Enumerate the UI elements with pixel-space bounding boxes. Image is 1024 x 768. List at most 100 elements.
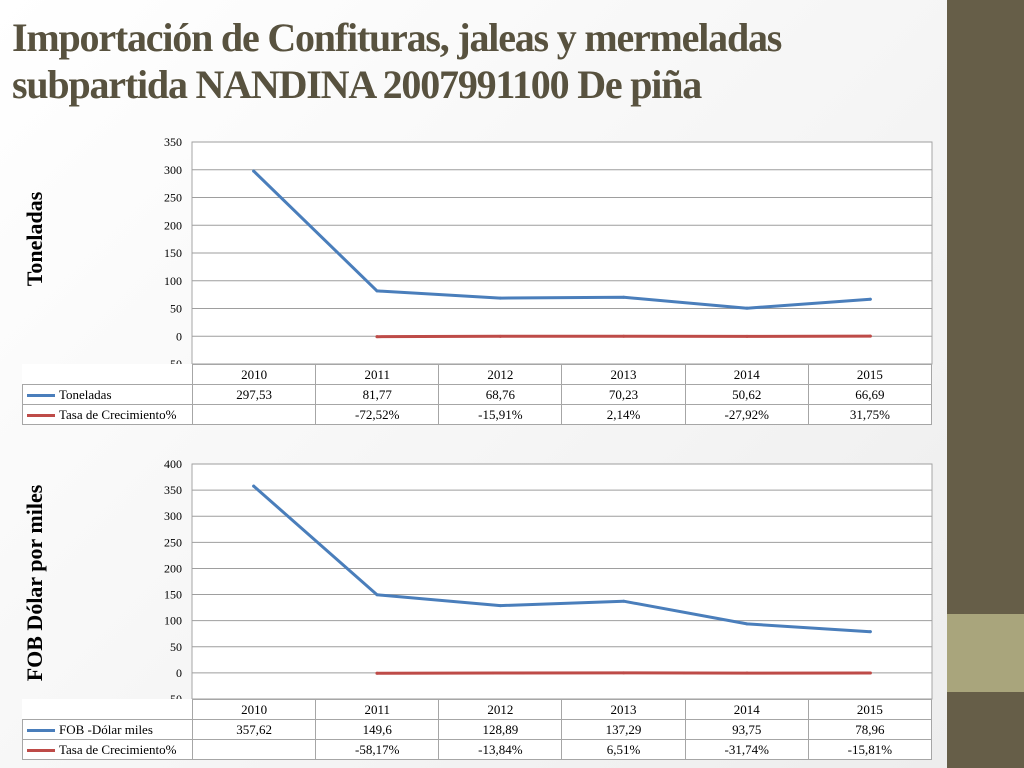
category-label: 2013: [561, 699, 686, 720]
series1-legend-key: [27, 394, 55, 398]
series1-legend-key: [27, 729, 55, 733]
category-label: 2012: [438, 364, 563, 385]
data-label: [191, 404, 317, 425]
data-label: 50,62: [684, 384, 809, 405]
chart1-category-row: 2010 2011 2012 2013 2014 2015: [22, 364, 933, 385]
chart1-series-1-point: [868, 297, 872, 301]
decorative-sidebar-accent: [947, 614, 1024, 692]
chart1-series-2-point: [622, 334, 626, 338]
data-label: -31,74%: [684, 739, 809, 760]
chart2-series-1-point: [252, 484, 256, 488]
chart2-y-tick-label: 100: [164, 614, 182, 628]
series-legend-cell: Toneladas: [22, 384, 193, 405]
category-label: 2013: [561, 364, 686, 385]
chart2-y-tick-label: 400: [164, 457, 182, 471]
chart2-series-1-point: [745, 622, 749, 626]
data-label: 68,76: [438, 384, 563, 405]
slide-title: Importación de Confituras, jaleas y merm…: [12, 14, 942, 108]
chart1-series-1-point: [375, 289, 379, 293]
category-label: 2011: [315, 364, 440, 385]
series2-legend-key: [27, 414, 55, 418]
chart1-y-tick-label: 300: [164, 163, 182, 177]
data-label: 128,89: [438, 719, 563, 740]
chart1-y-tick-label: 150: [164, 246, 182, 260]
chart2-y-tick-label: 150: [164, 588, 182, 602]
data-label: -15,91%: [438, 404, 563, 425]
chart1-y-tick-label: 200: [164, 218, 182, 232]
data-label: -13,84%: [438, 739, 563, 760]
chart2-y-tick-label: 300: [164, 509, 182, 523]
data-label: 70,23: [561, 384, 686, 405]
chart2-y-tick-label: 50: [170, 640, 182, 654]
chart1-series-2-point: [868, 334, 872, 338]
chart2-y-tick-label: 350: [164, 483, 182, 497]
chart2-series-1-point: [622, 599, 626, 603]
table-row: Tasa de Crecimiento% -72,52% -15,91% 2,1…: [22, 404, 933, 425]
series-name: FOB -Dólar miles: [59, 721, 153, 737]
category-label: 2015: [807, 364, 933, 385]
chart1-series-1-point: [252, 169, 256, 173]
chart1-y-tick-label: 50: [170, 302, 182, 316]
chart1-series-1-line: [252, 169, 872, 310]
table-corner: [22, 699, 193, 720]
data-label: 297,53: [191, 384, 317, 405]
chart1-series-2-point: [375, 335, 379, 339]
series-name: Tasa de Crecimiento%: [59, 741, 177, 757]
chart1-series-1-point: [498, 296, 502, 300]
table-corner: [22, 364, 193, 385]
category-label: 2014: [684, 364, 809, 385]
chart2-series-1-point: [868, 630, 872, 634]
table-row: Tasa de Crecimiento% -58,17% -13,84% 6,5…: [22, 739, 933, 760]
category-label: 2010: [191, 364, 317, 385]
chart2-series-2-point: [868, 671, 872, 675]
data-label: 6,51%: [561, 739, 686, 760]
category-label: 2015: [807, 699, 933, 720]
slide-title-line-1: Importación de Confituras, jaleas y merm…: [12, 15, 782, 60]
data-label: -72,52%: [315, 404, 440, 425]
series-legend-cell: FOB -Dólar miles: [22, 719, 193, 740]
chart1-y-tick-label: 350: [164, 135, 182, 149]
series2-legend-key: [27, 749, 55, 753]
chart1-series-2-point: [498, 334, 502, 338]
data-label: 2,14%: [561, 404, 686, 425]
series-name: Tasa de Crecimiento%: [59, 406, 177, 422]
data-label: -27,92%: [684, 404, 809, 425]
series-legend-cell: Tasa de Crecimiento%: [22, 404, 193, 425]
chart1-data-table: 2010 2011 2012 2013 2014 2015 Toneladas …: [22, 364, 933, 425]
chart1-series-1-point: [622, 295, 626, 299]
data-label: 93,75: [684, 719, 809, 740]
category-label: 2010: [191, 699, 317, 720]
chart2-series-2-point: [745, 671, 749, 675]
chart2-plot-area: [191, 463, 933, 700]
category-label: 2014: [684, 699, 809, 720]
data-label: -58,17%: [315, 739, 440, 760]
data-label: 81,77: [315, 384, 440, 405]
category-label: 2011: [315, 699, 440, 720]
chart2-series-1-point: [498, 604, 502, 608]
chart2-y-tick-label: 250: [164, 535, 182, 549]
data-label: 137,29: [561, 719, 686, 740]
table-row: Toneladas 297,53 81,77 68,76 70,23 50,62…: [22, 384, 933, 405]
data-label: -15,81%: [807, 739, 933, 760]
slide-title-line-2: subpartida NANDINA 2007991100 De piña: [12, 62, 702, 107]
category-label: 2012: [438, 699, 563, 720]
chart2-y-tick-label: 200: [164, 561, 182, 575]
chart1-y-tick-label: 100: [164, 274, 182, 288]
data-label: 149,6: [315, 719, 440, 740]
chart2-series-2-point: [498, 671, 502, 675]
chart2-data-table: 2010 2011 2012 2013 2014 2015 FOB -Dólar…: [22, 699, 933, 760]
chart1-series-2-point: [745, 334, 749, 338]
table-row: FOB -Dólar miles 357,62 149,6 128,89 137…: [22, 719, 933, 740]
series-name: Toneladas: [59, 386, 112, 402]
chart2-y-tick-label: 0: [176, 666, 182, 680]
chart1-y-tick-label: 250: [164, 191, 182, 205]
data-label: [191, 739, 317, 760]
data-label: 31,75%: [807, 404, 933, 425]
chart1-y-tick-label: 0: [176, 329, 182, 343]
chart2-series-1-line: [252, 484, 872, 634]
data-label: 78,96: [807, 719, 933, 740]
data-label: 357,62: [191, 719, 317, 740]
chart2-series-2-point: [622, 671, 626, 675]
chart2-series-2-point: [375, 671, 379, 675]
